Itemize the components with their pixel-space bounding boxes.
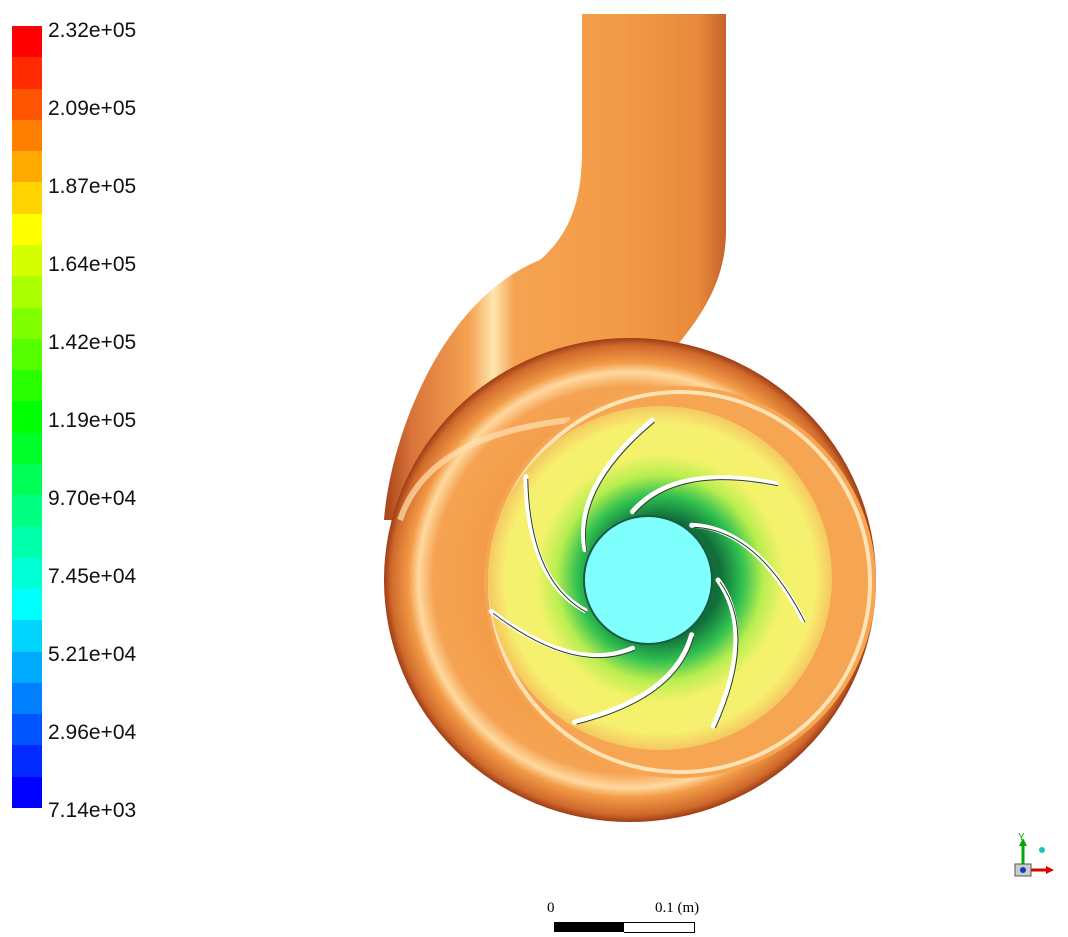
impeller-blade-edge xyxy=(527,478,588,613)
y-axis-label: Y xyxy=(1018,832,1025,843)
legend-label: 2.32e+05 xyxy=(48,19,137,42)
impeller-blade xyxy=(572,632,695,725)
axis-triad[interactable]: Y xyxy=(1010,830,1068,888)
color-bar-segment xyxy=(12,119,42,152)
color-bar-segment xyxy=(12,338,42,371)
origin-icon xyxy=(1039,847,1045,853)
impeller-blade xyxy=(581,417,655,553)
impeller-blade-edge xyxy=(634,479,778,515)
color-bar-segment xyxy=(12,557,42,590)
legend-label: 5.21e+04 xyxy=(48,643,137,666)
color-bar-segment xyxy=(12,182,42,214)
color-bar-segment xyxy=(12,244,42,277)
color-bar-segment xyxy=(12,682,42,715)
scale-white-segment xyxy=(624,922,695,933)
scale-bar: 0 0.1 (m) xyxy=(540,900,740,933)
scale-max-label: 0.1 (m) xyxy=(655,900,700,916)
impeller-blade-edge xyxy=(576,636,695,725)
scale-min-label: 0 xyxy=(547,900,555,916)
color-bar-segment xyxy=(12,589,42,621)
legend-label: 1.64e+05 xyxy=(48,253,137,276)
impeller-blade-edge xyxy=(693,526,806,623)
color-bar-segment xyxy=(12,57,42,89)
color-bar-segment xyxy=(12,26,42,58)
color-bar-segment xyxy=(12,620,42,652)
color-bar-segment xyxy=(12,276,42,308)
impeller-blade-edge xyxy=(492,612,635,659)
impeller-blades xyxy=(488,417,806,729)
color-bar-segment xyxy=(12,714,42,746)
legend-label: 9.70e+04 xyxy=(48,487,137,510)
color-bar-segment xyxy=(12,370,42,402)
color-bar-segment xyxy=(12,401,42,433)
color-bar-segment xyxy=(12,151,42,183)
color-bar-segment xyxy=(12,88,42,120)
legend-label: 7.45e+04 xyxy=(48,565,137,588)
color-bar-segment xyxy=(12,651,42,683)
impeller-blade xyxy=(488,608,635,659)
color-bar xyxy=(12,26,42,809)
color-bar-segment xyxy=(12,432,42,464)
impeller-blade-edge xyxy=(585,421,655,552)
hub xyxy=(583,515,713,645)
legend-label: 2.96e+04 xyxy=(48,721,137,744)
color-bar-segment xyxy=(12,307,42,339)
legend-label: 2.09e+05 xyxy=(48,97,137,120)
color-bar-segment xyxy=(12,213,42,245)
color-bar-segment xyxy=(12,463,42,496)
legend-label: 7.14e+03 xyxy=(48,799,137,822)
color-bar-segment xyxy=(12,745,42,777)
color-bar-segment xyxy=(12,495,42,527)
discharge-pipe xyxy=(384,14,726,520)
color-bar-segment xyxy=(12,776,42,809)
legend-label: 1.19e+05 xyxy=(48,409,137,432)
impeller-blade-edge xyxy=(714,581,739,729)
scale-black-segment xyxy=(554,922,624,932)
impeller-blade xyxy=(710,577,739,729)
color-legend: 2.32e+05 2.09e+05 1.87e+05 1.64e+05 1.42… xyxy=(0,0,200,840)
impeller-blade xyxy=(629,475,779,515)
legend-label: 1.42e+05 xyxy=(48,331,137,354)
color-bar-segment xyxy=(12,526,42,558)
legend-label: 1.87e+05 xyxy=(48,175,137,198)
